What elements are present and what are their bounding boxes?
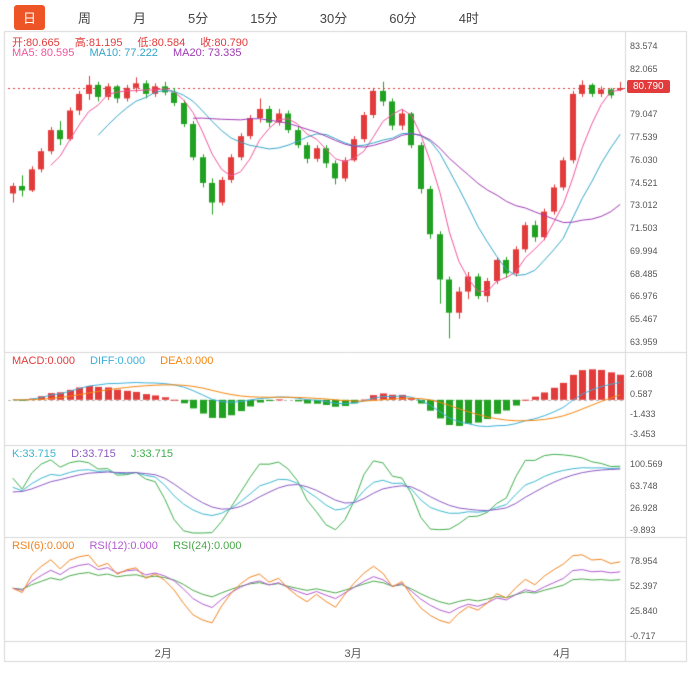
x-axis-label: 2月 [154, 648, 172, 660]
y-axis-label: 77.539 [630, 132, 658, 143]
tab-month[interactable]: 月 [133, 11, 147, 26]
y-axis-label: 78.954 [630, 556, 658, 566]
y-axis-label: -0.717 [630, 631, 656, 641]
y-axis-label: -3.453 [630, 429, 656, 439]
tab-day[interactable]: 日 [14, 5, 46, 30]
high-value: 高:81.195 [74, 37, 123, 49]
dea-value: DEA:0.000 [160, 355, 214, 367]
y-axis-label: 63.959 [630, 337, 658, 347]
d-value: D:33.715 [71, 448, 116, 460]
y-axis-label: 74.521 [630, 177, 658, 188]
y-axis-label: 2.608 [630, 369, 653, 379]
y-axis-label: 0.587 [630, 389, 653, 399]
y-axis-label: 65.467 [630, 314, 658, 325]
y-axis-label: -1.433 [630, 409, 656, 419]
x-axis-label: 4月 [553, 648, 571, 660]
k-value: K:33.715 [12, 448, 57, 460]
y-axis-label: 82.065 [630, 63, 658, 74]
j-value: J:33.715 [130, 448, 174, 460]
macd-value: MACD:0.000 [12, 355, 75, 367]
low-value: 低:80.584 [137, 37, 186, 49]
y-axis-label: 69.994 [630, 245, 658, 256]
tab-week[interactable]: 周 [78, 11, 92, 26]
y-axis-label: 76.030 [630, 154, 658, 165]
y-axis-label: 66.976 [630, 291, 658, 302]
y-axis-label: 25.840 [630, 606, 658, 616]
ma10-value: MA10: 77.222 [89, 47, 158, 59]
ma5-value: MA5: 80.595 [12, 47, 75, 59]
current-price-badge: 80.790 [627, 80, 670, 93]
y-axis-label: 26.928 [630, 502, 658, 513]
toolbar: 日 周 月 5分 15分 30分 60分 4时 [14, 5, 488, 30]
y-axis-label: 73.012 [630, 200, 658, 211]
ohlc-header: 开:80.665 高:81.195 低:80.584 收:80.790 [12, 34, 260, 50]
y-axis-label: 83.574 [630, 41, 658, 51]
tab-30min[interactable]: 30分 [319, 11, 348, 26]
diff-value: DIFF:0.000 [90, 355, 146, 367]
kdj-header: K:33.715 D:33.715 J:33.715 [12, 448, 185, 460]
rsi24-value: RSI(24):0.000 [172, 540, 242, 552]
rsi12-value: RSI(12):0.000 [89, 540, 158, 552]
ma20-value: MA20: 73.335 [173, 47, 242, 59]
x-axis-label: 3月 [344, 648, 362, 660]
tab-15min[interactable]: 15分 [250, 11, 278, 26]
y-axis-label: 79.047 [630, 109, 658, 120]
y-axis-label: -9.893 [630, 525, 656, 535]
y-axis-label: 52.397 [630, 581, 658, 591]
macd-header: MACD:0.000 DIFF:0.000 DEA:0.000 [12, 355, 225, 367]
y-axis-label: 71.503 [630, 223, 658, 234]
y-axis-label: 63.748 [630, 481, 658, 491]
tab-5min[interactable]: 5分 [188, 11, 209, 26]
tab-60min[interactable]: 60分 [389, 11, 417, 26]
tab-4hour[interactable]: 4时 [458, 11, 479, 26]
close-value: 收:80.790 [200, 37, 248, 49]
y-axis-label: 68.485 [630, 268, 658, 279]
ma-header: MA5: 80.595 MA10: 77.222 MA20: 73.335 [12, 47, 254, 59]
rsi-header: RSI(6):0.000 RSI(12):0.000 RSI(24):0.000 [12, 540, 253, 552]
open-value: 开:80.665 [12, 37, 60, 49]
rsi6-value: RSI(6):0.000 [12, 540, 75, 552]
y-axis-label: 100.569 [630, 459, 663, 469]
